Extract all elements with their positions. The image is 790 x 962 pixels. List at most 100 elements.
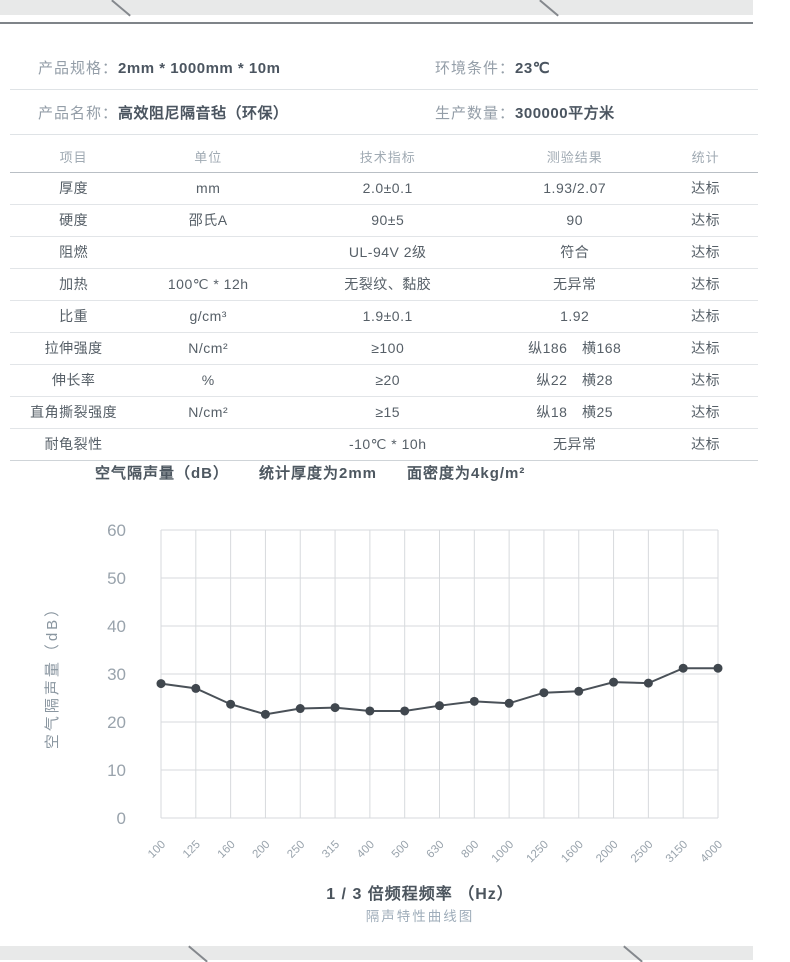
table-cell: 1.9±0.1: [279, 300, 497, 333]
chart-heading: 空气隔声量（dB） 统计厚度为2mm 面密度为4kg/m²: [95, 458, 555, 486]
table-cell: 达标: [653, 300, 758, 333]
data-point: [400, 706, 410, 716]
x-tick-label: 4000: [699, 839, 726, 866]
data-point: [365, 706, 375, 716]
x-tick-label: 800: [459, 839, 481, 861]
page-edge-bottom: [0, 945, 753, 962]
table-row: 加热 100℃ * 12h 无裂纹、黏胶 无异常 达标: [10, 268, 758, 301]
table-cell: UL-94V 2级: [279, 236, 497, 269]
product-name-label: 产品名称：: [38, 104, 119, 122]
data-point: [539, 688, 549, 698]
table-cell: 达标: [653, 396, 758, 429]
table-cell: 纵186 横168: [496, 332, 654, 365]
table-cell: 达标: [653, 332, 758, 365]
y-axis-title: 空气隔声量（dB）: [43, 599, 61, 749]
table-cell: 达标: [653, 204, 758, 237]
data-point: [713, 663, 723, 673]
table-cell: 纵18 横25: [496, 396, 654, 429]
table-row: 拉伸强度 N/cm² ≥100 纵186 横168 达标: [10, 332, 758, 365]
table-cell: g/cm³: [137, 300, 280, 333]
data-point: [678, 663, 688, 673]
table-cell: [137, 236, 280, 269]
data-point: [330, 703, 340, 713]
table-cell: 伸长率: [10, 364, 138, 397]
production-quantity-label: 生产数量：: [435, 104, 516, 122]
table-cell: 厚度: [10, 172, 138, 205]
table-row: 耐龟裂性 -10℃ * 10h 无异常 达标: [10, 428, 758, 461]
x-tick-label: 160: [216, 839, 238, 861]
table-cell: ≥100: [279, 332, 497, 365]
x-tick-label: 1600: [559, 839, 586, 866]
x-tick-label: 250: [285, 839, 307, 861]
product-spec-label: 产品规格：: [38, 59, 119, 77]
table-cell: N/cm²: [137, 332, 280, 365]
product-spec: 产品规格： 2mm * 1000mm * 10m: [10, 57, 435, 78]
data-point: [504, 698, 514, 708]
table-cell: 1.92: [496, 300, 654, 333]
data-point: [574, 686, 584, 696]
y-tick-label: 60: [107, 521, 126, 540]
table-cell: 符合: [496, 236, 654, 269]
production-quantity-value: 300000平方米: [515, 104, 615, 122]
y-tick-label: 50: [107, 569, 126, 588]
table-cell: [137, 428, 280, 461]
table-cell: 无异常: [496, 428, 654, 461]
x-tick-label: 200: [251, 839, 273, 861]
y-tick-label: 0: [117, 809, 126, 828]
table-cell: 90: [496, 204, 654, 237]
x-tick-label: 630: [425, 839, 447, 861]
table-row: 厚度 mm 2.0±0.1 1.93/2.07 达标: [10, 172, 758, 205]
spec-table: 项目 单位 技术指标 测验结果 统计 厚度 mm 2.0±0.1 1.93/2.07 达…: [10, 142, 758, 461]
table-cell: 达标: [653, 268, 758, 301]
sound-insulation-line-chart: 0 10 20 30 40 50 60 100 125 160 200 250 315 400 500 630…: [43, 521, 726, 866]
tear-mark: [539, 0, 559, 17]
tear-mark: [111, 0, 131, 17]
data-point: [469, 696, 479, 706]
product-name: 产品名称： 高效阻尼隔音毡（环保）: [10, 102, 435, 123]
x-axis-title: 1 / 3 倍频程频率 （Hz）: [326, 886, 514, 903]
x-tick-label: 1250: [524, 839, 551, 866]
table-cell: 纵22 横28: [496, 364, 654, 397]
table-cell: 加热: [10, 268, 138, 301]
product-info-row-2: 产品名称： 高效阻尼隔音毡（环保） 生产数量： 300000平方米: [10, 90, 758, 135]
data-point: [260, 709, 270, 719]
y-tick-label: 30: [107, 665, 126, 684]
table-cell: 100℃ * 12h: [137, 268, 280, 301]
x-tick-label: 1000: [490, 839, 517, 866]
table-cell: 耐龟裂性: [10, 428, 138, 461]
table-cell: ≥20: [279, 364, 497, 397]
environment-value: 23℃: [515, 59, 551, 77]
col-header-status: 统计: [653, 142, 758, 173]
chart-heading-thickness: 统计厚度为2mm: [259, 464, 378, 482]
table-cell: 无裂纹、黏胶: [279, 268, 497, 301]
table-row: 硬度 邵氏A 90±5 90 达标: [10, 204, 758, 237]
y-tick-label: 10: [107, 761, 126, 780]
x-tick-label: 2500: [629, 839, 656, 866]
col-header-tech-spec: 技术指标: [279, 142, 497, 173]
table-cell: mm: [137, 172, 280, 205]
col-header-test-result: 测验结果: [496, 142, 654, 173]
table-cell: N/cm²: [137, 396, 280, 429]
table-cell: -10℃ * 10h: [279, 428, 497, 461]
product-spec-value: 2mm * 1000mm * 10m: [118, 59, 281, 77]
top-divider: [0, 22, 753, 24]
product-name-value: 高效阻尼隔音毡（环保）: [118, 104, 289, 122]
table-row: 伸长率% ≥20 纵22 横28 达标: [10, 364, 758, 397]
table-cell: 达标: [653, 428, 758, 461]
spec-table-body: 厚度 mm 2.0±0.1 1.93/2.07 达标 硬度 邵氏A 90±5 90 达标 阻燃 UL-…: [10, 172, 758, 461]
x-tick-label: 500: [390, 839, 412, 861]
table-row: 直角撕裂强度 N/cm² ≥15 纵18 横25 达标: [10, 396, 758, 429]
col-header-unit: 单位: [137, 142, 280, 173]
table-row: 阻燃 UL-94V 2级 符合 达标: [10, 236, 758, 269]
table-cell: 直角撕裂强度: [10, 396, 138, 429]
x-tick-label: 3150: [664, 839, 691, 866]
table-cell: ≥15: [279, 396, 497, 429]
table-cell: 1.93/2.07: [496, 172, 654, 205]
chart-caption: 隔声特性曲线图: [365, 909, 475, 924]
table-cell: 达标: [653, 172, 758, 205]
x-tick-label: 400: [355, 839, 377, 861]
table-cell: 拉伸强度: [10, 332, 138, 365]
data-point: [226, 699, 236, 709]
data-point: [156, 679, 166, 689]
